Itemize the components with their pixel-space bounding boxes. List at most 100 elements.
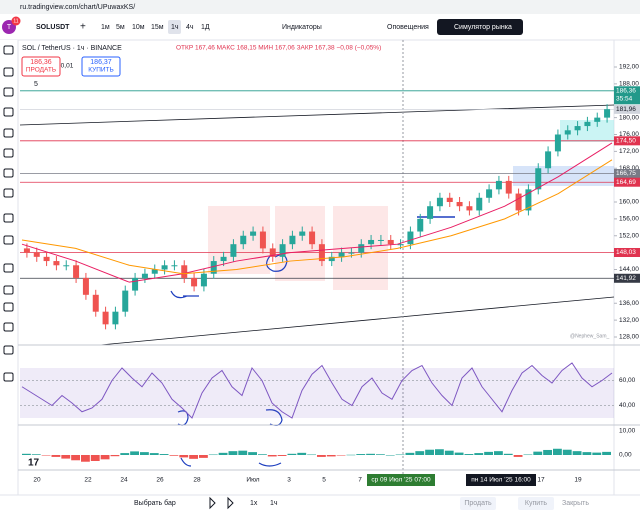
interval[interactable]: 1м [101, 24, 110, 31]
time-label: 24 [120, 477, 128, 484]
macd-bar [258, 454, 267, 455]
macd-bar [61, 455, 71, 459]
trend-line [19, 104, 615, 126]
macd-bar [51, 455, 61, 457]
tool-icon[interactable] [3, 345, 14, 355]
candle-body [377, 239, 384, 241]
macd-tick-label: 0,00 [619, 452, 632, 459]
simulator-btn[interactable] [437, 19, 523, 35]
macd-bar [435, 449, 444, 455]
select-bar[interactable]: Выбрать бар [134, 499, 176, 507]
buy-box[interactable] [81, 56, 121, 77]
macd-bar [464, 454, 474, 455]
candle-body [466, 206, 473, 211]
price-tick-label: 152,00 [619, 232, 639, 239]
price-tag-label: 164,69 [616, 179, 636, 186]
time-label: 5 [322, 477, 326, 484]
macd-bar [366, 453, 375, 455]
price-tick-label: 132,00 [619, 317, 639, 324]
macd-bar [582, 452, 592, 455]
time-label: 26 [156, 477, 164, 484]
price-tick-label: 144,00 [619, 266, 639, 273]
time-cursor-box [466, 474, 536, 486]
badge-count: 11 [13, 18, 18, 24]
tool-icon[interactable] [3, 285, 14, 295]
tool-icon[interactable] [3, 263, 14, 273]
buy-btn[interactable] [518, 497, 554, 510]
candle-body [181, 265, 188, 278]
tool-icon[interactable] [3, 128, 14, 138]
macd-bar [120, 453, 130, 455]
sell-btn[interactable] [460, 497, 496, 510]
macd-bar [326, 455, 336, 457]
time-label: 20 [33, 477, 41, 484]
indicators-btn[interactable]: Индикаторы [282, 24, 322, 31]
tool-icon[interactable] [3, 148, 14, 158]
tool-icon[interactable] [3, 45, 14, 55]
macd-bar [385, 455, 395, 456]
tool-icon[interactable] [3, 168, 14, 178]
replay-controls[interactable] [209, 496, 234, 510]
candle-body [456, 202, 463, 207]
url[interactable]: ru.tradingview.com/chart/UPuwaxKS/ [20, 4, 135, 11]
tool-icon[interactable] [3, 87, 14, 97]
sell-box[interactable] [21, 56, 61, 77]
replay-interval[interactable]: 1ч [270, 500, 278, 507]
macd-bar [562, 449, 572, 455]
macd-bar [159, 454, 169, 455]
spread: 0,01 [61, 63, 74, 70]
interval[interactable]: 1Д [201, 24, 210, 31]
rsi-tick-label: 40,00 [619, 402, 636, 409]
macd-bar [317, 455, 326, 457]
macd-bar [553, 448, 562, 455]
candle-body [515, 193, 522, 211]
tool-icon[interactable] [3, 372, 14, 382]
price-tag-label: 186,36 [616, 88, 636, 95]
tool-icon[interactable] [3, 107, 14, 117]
alerts-btn[interactable]: Оповещения [387, 24, 429, 31]
candle-body [141, 273, 148, 278]
interval[interactable]: 15м [151, 24, 164, 31]
tool-icon[interactable] [3, 188, 14, 198]
tool-icon[interactable] [3, 235, 14, 245]
macd-bar [248, 452, 257, 455]
macd-bar [179, 455, 189, 458]
tv-logo: 17 [28, 458, 40, 469]
tool-icon[interactable] [3, 322, 14, 332]
candle-body [299, 231, 306, 236]
candle-body [82, 277, 89, 295]
close-btn[interactable]: Закрыть [562, 500, 589, 507]
buy-btn-label: Купить [525, 500, 547, 507]
price-tag [614, 104, 640, 114]
macd-bar [189, 455, 198, 459]
candle-body [309, 231, 316, 245]
badge [11, 16, 21, 26]
price-tick-label: 156,00 [619, 216, 639, 223]
interval[interactable]: 4ч [186, 24, 194, 31]
add-symbol[interactable]: + [80, 22, 86, 33]
candle-body [368, 239, 375, 245]
macd-bar [494, 451, 503, 455]
time-label: 7 [358, 477, 362, 484]
price-tag-timer: 35:54 [616, 96, 633, 103]
interval-active [168, 20, 181, 34]
candle-body [358, 244, 365, 253]
speed[interactable]: 1x [250, 500, 258, 507]
interval[interactable]: 10м [132, 24, 145, 31]
tool-icon[interactable] [3, 213, 14, 223]
tool-icon[interactable] [3, 302, 14, 312]
macd-bar [484, 451, 493, 455]
interval[interactable]: 1ч [171, 24, 179, 31]
candle-body [574, 126, 581, 131]
interval[interactable]: 5м [116, 24, 125, 31]
tool-icon[interactable] [3, 67, 14, 77]
macd-bar [444, 450, 454, 455]
candle-body [240, 235, 247, 245]
sell-label: ПРОДАТЬ [26, 67, 56, 74]
macd-bar [238, 450, 248, 455]
candle-body [554, 134, 561, 152]
symbol[interactable]: SOLUSDT [36, 24, 70, 31]
scribble [170, 290, 199, 299]
sell-btn-label: Продать [464, 500, 492, 507]
candle-body [436, 197, 443, 207]
